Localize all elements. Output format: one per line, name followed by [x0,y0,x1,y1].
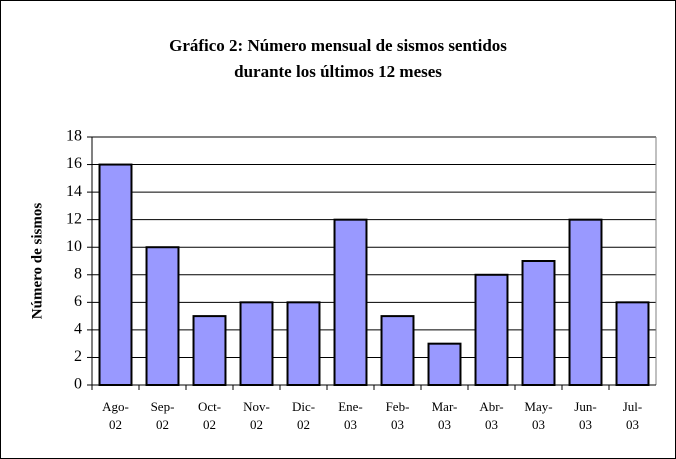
bar [239,301,274,387]
y-axis-label: Número de sismos [29,203,45,320]
bar [192,315,227,386]
y-tick-label: 4 [74,321,82,338]
y-tick-label: 18 [66,128,82,145]
bar [427,342,462,386]
y-tick-label: 14 [66,183,82,200]
bar [286,301,321,387]
y-tick-label: 10 [66,238,82,255]
bar [615,301,650,387]
x-tick-label: Oct-02 [198,399,221,432]
y-tick-label: 6 [74,293,82,310]
bar [521,260,556,386]
x-tick-label: Sep-02 [151,399,175,432]
y-tick-label: 8 [74,265,82,282]
y-tick-label: 12 [66,210,82,227]
x-tick-label: Dic-02 [292,399,315,432]
bar [333,218,368,386]
x-tick-label: Ene-03 [338,399,363,432]
x-tick-label: Feb-03 [386,399,410,432]
x-tick-label: Jun-03 [574,399,596,432]
chart-title: Gráfico 2: Número mensual de sismos sent… [169,36,507,81]
x-tick-label: Abr-03 [479,399,503,432]
y-tick-label: 16 [66,155,82,172]
x-tick-label: Mar-03 [432,399,458,432]
bar [98,163,133,386]
x-tick-label: Ago-02 [102,399,129,432]
bar [474,273,509,386]
y-tick-label: 0 [74,376,82,393]
bar [145,246,180,386]
x-tick-label: May-03 [524,399,552,432]
x-tick-label: Jul-03 [623,399,643,432]
bar [380,315,415,386]
y-tick-label: 2 [74,348,82,365]
bar [568,218,603,386]
x-tick-label: Nov-02 [243,399,270,432]
